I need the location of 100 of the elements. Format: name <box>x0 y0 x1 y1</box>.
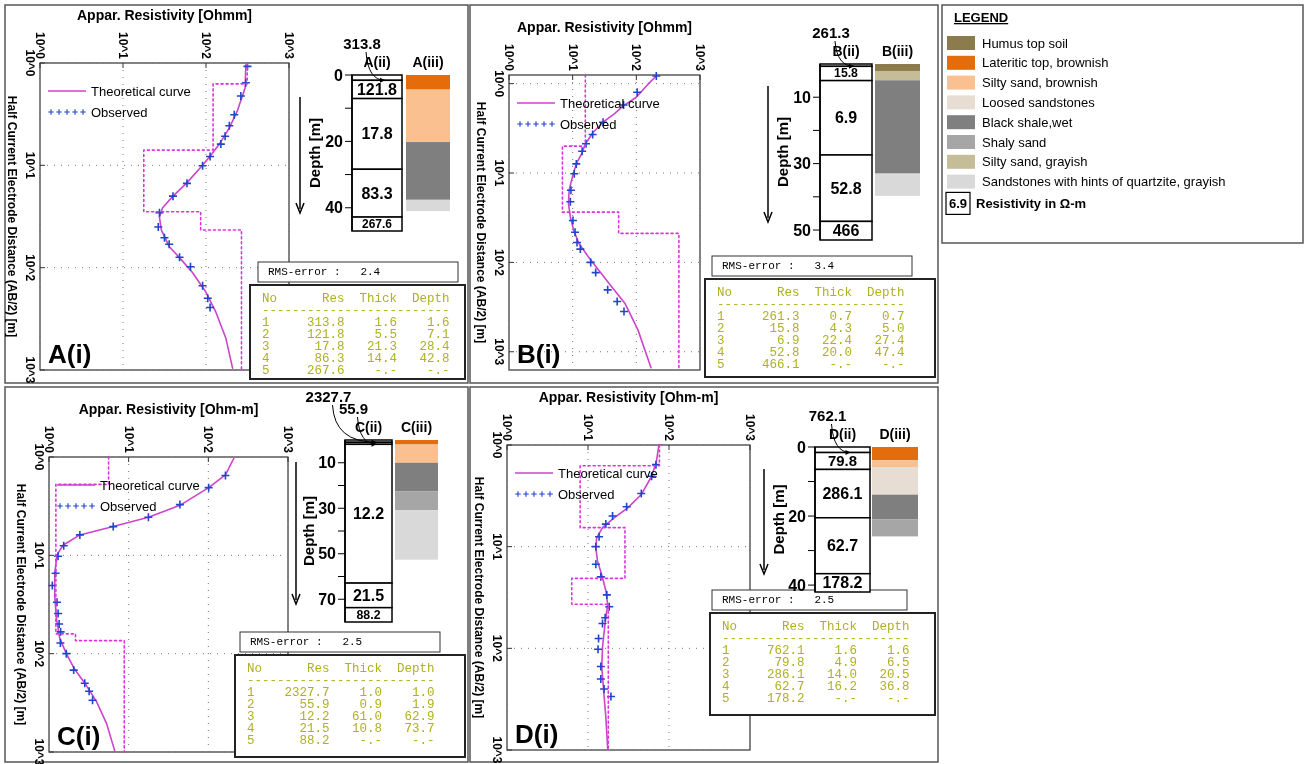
x-tick-label: A(iii) <box>412 54 444 70</box>
x-axis-title: Appar. Resistivity [Ohm-m] <box>78 401 259 417</box>
x-tick-label: A(ii) <box>363 54 391 70</box>
text: 5 466.1 -.- -.- <box>717 358 905 372</box>
category-label: Silty sand, brownish <box>982 75 1098 91</box>
x-tick-label: 10^1 <box>565 43 580 72</box>
annotation: 15.8 <box>834 66 859 81</box>
text: C(i) <box>57 721 101 751</box>
annotation: 286.1 <box>822 485 863 503</box>
text: B(i) <box>517 339 561 369</box>
y-tick-label: 20 <box>788 507 807 525</box>
annotation: 4 21.5 10.8 73.7 <box>247 722 435 736</box>
y-tick-label: 10 <box>318 454 337 472</box>
x-tick-label: 10^2 <box>199 31 213 60</box>
y-axis-title: Depth [m] <box>305 118 323 188</box>
annotation: ------------------------- <box>722 632 910 646</box>
annotation: 6.9 <box>834 109 858 127</box>
y-tick-label: 10^2 <box>23 254 37 282</box>
annotation: 88.2 <box>356 607 381 622</box>
x-tick-label: C(iii) <box>400 419 433 435</box>
y-tick-label: 30 <box>318 499 337 517</box>
category-label: Loosed sandstones <box>982 94 1096 110</box>
y-tick-label: 10^2 <box>490 634 504 663</box>
y-tick-label: 10^3 <box>492 338 506 366</box>
annotation: No Res Thick Depth <box>247 662 435 676</box>
text: ------------------------- <box>717 298 905 312</box>
x-tick-label: 10^3 <box>282 31 296 60</box>
x-axis-title: Appar. Resistivity [Ohmm] <box>516 19 693 35</box>
annotation: 83.3 <box>361 184 393 202</box>
x-tick-label: 10^3 <box>743 413 757 442</box>
annotation: 4 86.3 14.4 42.8 <box>262 352 450 366</box>
y-tick-label: 40 <box>788 576 807 594</box>
annotation: No Res Thick Depth <box>722 620 910 634</box>
annotation: 2 55.9 0.9 1.9 <box>247 698 435 712</box>
y-tick-label: 10^1 <box>490 533 504 561</box>
y-axis-title: Depth [m] <box>769 484 787 555</box>
y-tick-label: 10^2 <box>32 640 46 668</box>
x-tick-label: 10^2 <box>662 413 676 442</box>
x-axis-title: Appar. Resistivity [Ohmm] <box>76 7 253 23</box>
annotation: 21.5 <box>352 586 385 604</box>
y-tick-label: 10^2 <box>492 248 506 277</box>
text: 6.9 <box>948 195 968 211</box>
x-tick-label: 10^3 <box>281 425 295 454</box>
x-tick-label: D(iii) <box>879 426 911 442</box>
annotation: 267.6 <box>362 217 393 232</box>
y-axis-title: Half Current Electrode Distance (AB/2) [m] <box>5 95 19 338</box>
x-tick-label: 10^1 <box>581 413 595 442</box>
annotation: 52.8 <box>830 179 862 197</box>
annotation: 17.8 <box>361 125 393 143</box>
annotation: 12.2 <box>352 505 385 523</box>
y-tick-label: 50 <box>793 221 812 239</box>
text: 3 6.9 22.4 27.4 <box>717 334 905 348</box>
y-tick-label: 20 <box>325 132 344 150</box>
annotation: 178.2 <box>822 574 863 592</box>
annotation: 3 17.8 21.3 28.4 <box>262 340 450 354</box>
annotation: RMS-error : 2.5 <box>722 594 835 606</box>
text: 4 52.8 20.0 47.4 <box>717 346 905 360</box>
text: 2 15.8 4.3 5.0 <box>717 322 905 336</box>
text: RMS-error : 3.4 <box>722 260 835 272</box>
annotation: 1 313.8 1.6 1.6 <box>262 316 450 330</box>
category-label: Shaly sand <box>982 134 1047 150</box>
x-tick-label: 10^2 <box>629 43 644 72</box>
annotation: No Res Thick Depth <box>262 292 450 306</box>
x-tick-label: 10^1 <box>121 425 136 454</box>
y-tick-label: 30 <box>793 155 812 173</box>
legend-label: Observed <box>91 104 148 120</box>
annotation: RMS-error : 2.5 <box>250 636 363 648</box>
annotation: 2 121.8 5.5 7.1 <box>262 328 450 342</box>
legend-label: Observed <box>558 486 615 502</box>
annotation: ------------------------- <box>262 304 450 318</box>
annotation: 4 62.7 16.2 36.8 <box>722 680 910 694</box>
annotation: 2 79.8 4.9 6.5 <box>722 656 910 670</box>
category-label: Black shale,wet <box>982 114 1073 130</box>
y-tick-label: 40 <box>325 199 344 217</box>
annotation: RMS-error : 2.4 <box>268 266 381 278</box>
legend-label: Observed <box>100 498 157 514</box>
annotation: 121.8 <box>356 80 398 98</box>
y-tick-label: 70 <box>318 590 337 608</box>
annotation: 79.8 <box>827 452 858 469</box>
y-tick-label: 50 <box>318 545 337 563</box>
annotation: 62.7 <box>826 537 859 555</box>
category-label: Silty sand, grayish <box>982 154 1088 170</box>
category-label: Humus top soil <box>982 35 1069 51</box>
text: LEGEND <box>954 10 1009 25</box>
text: 1 261.3 0.7 0.7 <box>717 310 905 324</box>
text: No Res Thick Depth <box>717 286 905 300</box>
category-label: Sandstones with hints of quartzite, grayish <box>982 174 1226 190</box>
legend-label: Theoretical curve <box>100 477 200 493</box>
annotation: 5 178.2 -.- -.- <box>722 692 910 706</box>
text: Resistivity in Ω-m <box>976 195 1087 211</box>
y-axis-title: Depth [m] <box>773 117 791 187</box>
text: D(i) <box>515 719 559 749</box>
y-tick-label: 10 <box>793 88 812 106</box>
y-tick-label: 10^1 <box>492 159 506 187</box>
x-tick-label: C(ii) <box>354 419 383 435</box>
text: A(i) <box>48 339 92 369</box>
annotation: 1 2327.7 1.0 1.0 <box>247 686 435 700</box>
y-axis-title: Half Current Electrode Distance (AB/2) [m] <box>474 101 488 344</box>
annotation: 313.8 <box>343 35 381 52</box>
y-axis-title: Depth [m] <box>299 496 317 566</box>
